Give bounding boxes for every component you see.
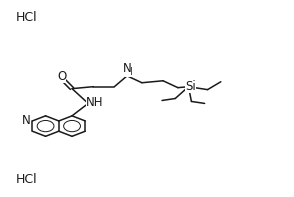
Text: N: N — [123, 62, 131, 75]
Text: HCl: HCl — [16, 173, 38, 186]
Text: NH: NH — [86, 96, 104, 109]
Text: H: H — [125, 67, 132, 77]
Text: O: O — [57, 70, 66, 83]
Text: N: N — [22, 114, 31, 127]
Text: HCl: HCl — [16, 11, 38, 24]
Text: Si: Si — [185, 80, 196, 93]
